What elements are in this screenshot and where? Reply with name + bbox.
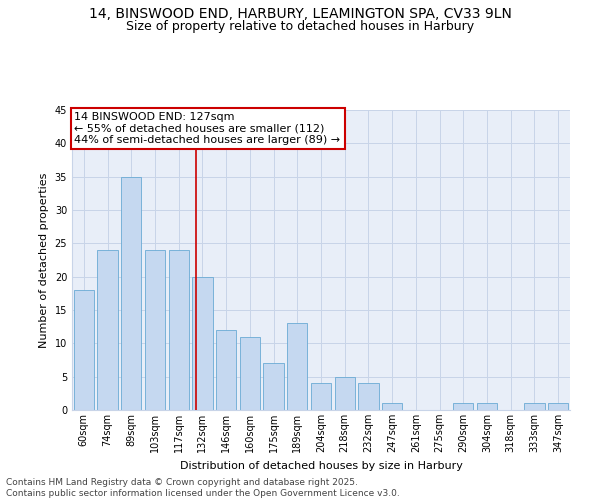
Text: 14, BINSWOOD END, HARBURY, LEAMINGTON SPA, CV33 9LN: 14, BINSWOOD END, HARBURY, LEAMINGTON SP… bbox=[89, 8, 511, 22]
Bar bbox=[121, 176, 142, 410]
Bar bbox=[169, 250, 189, 410]
Bar bbox=[145, 250, 165, 410]
Bar bbox=[311, 384, 331, 410]
Bar bbox=[382, 404, 402, 410]
Bar bbox=[335, 376, 355, 410]
Bar bbox=[74, 290, 94, 410]
Bar bbox=[240, 336, 260, 410]
Text: Contains HM Land Registry data © Crown copyright and database right 2025.
Contai: Contains HM Land Registry data © Crown c… bbox=[6, 478, 400, 498]
Bar bbox=[97, 250, 118, 410]
X-axis label: Distribution of detached houses by size in Harbury: Distribution of detached houses by size … bbox=[179, 460, 463, 470]
Bar bbox=[263, 364, 284, 410]
Bar bbox=[453, 404, 473, 410]
Bar bbox=[477, 404, 497, 410]
Bar bbox=[548, 404, 568, 410]
Bar bbox=[358, 384, 379, 410]
Bar bbox=[524, 404, 545, 410]
Bar bbox=[216, 330, 236, 410]
Y-axis label: Number of detached properties: Number of detached properties bbox=[39, 172, 49, 348]
Bar bbox=[193, 276, 212, 410]
Text: Size of property relative to detached houses in Harbury: Size of property relative to detached ho… bbox=[126, 20, 474, 33]
Bar bbox=[287, 324, 307, 410]
Text: 14 BINSWOOD END: 127sqm
← 55% of detached houses are smaller (112)
44% of semi-d: 14 BINSWOOD END: 127sqm ← 55% of detache… bbox=[74, 112, 341, 144]
